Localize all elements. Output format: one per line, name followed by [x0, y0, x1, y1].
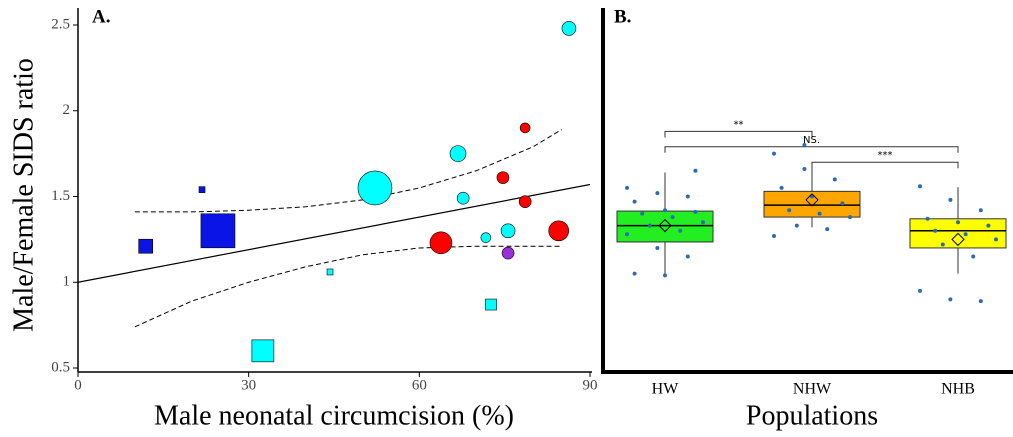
jitter-point	[678, 228, 683, 233]
jitter-point	[817, 211, 822, 216]
confidence-band	[134, 245, 562, 328]
jitter-point	[918, 184, 922, 189]
significance-bracket	[664, 130, 813, 138]
jitter-point	[994, 237, 998, 242]
jitter-point	[971, 254, 976, 259]
fit-line	[77, 183, 591, 283]
jitter-point	[693, 209, 698, 214]
jitter-point	[948, 297, 953, 302]
x-tick-label: HW	[652, 381, 680, 398]
significance-bracket	[811, 161, 959, 169]
jitter-point	[685, 194, 690, 199]
jitter-point	[848, 215, 852, 220]
jitter-point	[963, 232, 968, 237]
jitter-point	[802, 167, 807, 172]
box	[616, 210, 714, 243]
x-tick-label: NHB	[941, 381, 975, 398]
jitter-point	[772, 151, 776, 156]
point	[519, 122, 531, 134]
point	[357, 170, 393, 206]
jitter-point	[701, 220, 705, 225]
x-axis-label: Male neonatal circumcision (%)	[154, 400, 514, 431]
panel-label: B.	[614, 6, 631, 27]
point	[198, 186, 206, 193]
x-tick-label: 30	[241, 377, 256, 393]
jitter-point	[693, 168, 698, 173]
x-tick-label: 90	[583, 377, 598, 393]
mean	[805, 193, 819, 207]
significance-label: NS.	[803, 135, 820, 146]
jitter-point	[802, 143, 807, 148]
jitter-point	[685, 254, 690, 259]
jitter-point	[663, 208, 667, 213]
mean	[658, 218, 672, 233]
jitter-point	[794, 223, 799, 228]
point	[251, 339, 275, 363]
point	[501, 246, 515, 260]
jitter-point	[772, 233, 776, 238]
y-tick-label: 1.5	[51, 188, 70, 204]
panel-label: A.	[92, 6, 110, 27]
jitter-point	[632, 271, 637, 276]
y-tick-label: 2.5	[51, 16, 70, 32]
jitter-point	[625, 185, 629, 190]
jitter-point	[663, 273, 667, 278]
jitter-point	[933, 228, 938, 233]
jitter-point	[647, 223, 652, 228]
jitter-point	[655, 191, 660, 196]
jitter-point	[978, 208, 983, 213]
point	[480, 232, 492, 243]
jitter-point	[978, 299, 983, 304]
point	[449, 145, 467, 162]
significance-label: ***	[878, 150, 893, 161]
point	[485, 298, 497, 311]
point	[456, 191, 470, 205]
jitter-point	[825, 227, 830, 232]
jitter-point	[925, 216, 930, 221]
confidence-band	[134, 129, 562, 213]
jitter-point	[655, 245, 660, 250]
point	[561, 21, 577, 36]
y-tick-label: 1	[63, 274, 71, 290]
y-tick-label: 2	[63, 102, 71, 118]
point	[326, 268, 334, 276]
point	[496, 171, 510, 184]
point	[518, 195, 532, 208]
jitter-point	[840, 201, 845, 206]
jitter-point	[948, 197, 953, 202]
point	[500, 223, 516, 239]
jitter-point	[670, 215, 675, 220]
jitter-point	[918, 288, 922, 293]
significance-bracket	[664, 146, 959, 153]
jitter-point	[632, 199, 637, 204]
mean	[951, 232, 965, 247]
jitter-point	[956, 220, 960, 225]
x-tick-label: 0	[74, 377, 82, 393]
y-axis-label: Male/Female SIDS ratio	[8, 58, 39, 332]
jitter-point	[787, 208, 792, 213]
jitter-point	[940, 242, 945, 247]
jitter-point	[986, 223, 991, 228]
point	[200, 213, 236, 249]
x-tick-label: NHW	[793, 381, 832, 398]
jitter-point	[625, 232, 629, 237]
point	[548, 220, 570, 242]
x-axis-label: Populations	[746, 400, 878, 431]
y-tick-label: 0.5	[51, 359, 70, 375]
significance-label: **	[734, 119, 744, 130]
jitter-point	[640, 211, 645, 216]
x-tick-label: 60	[412, 377, 427, 393]
jitter-point	[832, 177, 837, 182]
point	[429, 231, 453, 255]
jitter-point	[779, 185, 784, 190]
point	[138, 238, 153, 254]
